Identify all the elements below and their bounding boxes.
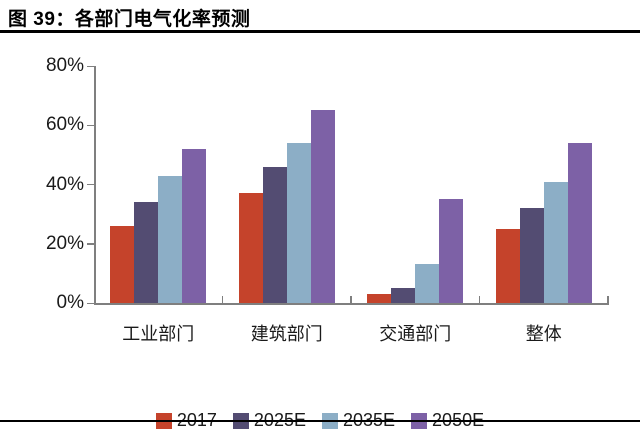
y-axis-tick [87, 124, 94, 127]
y-axis-tick [87, 302, 94, 304]
category-label: 整体 [525, 324, 562, 344]
bar-2025E-建筑部门 [262, 166, 287, 303]
y-axis-line [94, 66, 96, 304]
bar-2017-工业部门 [110, 225, 135, 303]
bar-2025E-整体 [519, 208, 544, 303]
y-axis-label: 20% [45, 232, 84, 254]
bar-2050E-工业部门 [182, 148, 207, 303]
x-axis-tick [221, 295, 224, 304]
y-axis-tick [87, 65, 94, 67]
bar-2017-交通部门 [367, 294, 392, 303]
category-label: 交通部门 [379, 324, 452, 344]
title-underline [0, 30, 640, 33]
bar-2017-建筑部门 [238, 193, 263, 303]
bar-chart: 0% 20% 40% 60% 80% 工业部门 建筑部门 交通部门 整体 2017 2025E 20… [0, 33, 640, 429]
bar-2017-整体 [495, 228, 520, 303]
legend-label: 2025E [253, 410, 306, 429]
bar-2050E-整体 [567, 143, 592, 303]
bar-2035E-建筑部门 [286, 143, 311, 303]
y-axis-label: 60% [45, 114, 84, 136]
y-axis-tick [87, 243, 94, 245]
bar-2025E-工业部门 [134, 202, 159, 303]
bottom-divider [0, 420, 640, 422]
legend-label: 2050E [432, 410, 485, 429]
y-axis-tick [87, 184, 94, 186]
category-label: 工业部门 [122, 324, 195, 344]
legend-label: 2035E [342, 410, 396, 429]
chart-legend: 2017 2025E 2035E 2050E [0, 410, 640, 429]
bar-2035E-整体 [543, 181, 568, 303]
y-axis-label: 80% [45, 55, 84, 76]
bar-2035E-交通部门 [415, 264, 440, 303]
figure-title: 图 39：各部门电气化率预测 [8, 9, 251, 30]
x-axis-tick [350, 295, 352, 304]
bar-2025E-交通部门 [391, 288, 416, 303]
legend-label: 2017 [176, 410, 217, 429]
y-axis-label: 40% [45, 173, 84, 195]
category-label: 建筑部门 [250, 324, 323, 344]
x-axis-line [94, 303, 609, 305]
y-axis-label: 0% [56, 292, 84, 313]
bar-2035E-工业部门 [158, 175, 183, 303]
x-axis-tick [607, 295, 609, 304]
bar-2050E-交通部门 [439, 199, 464, 303]
x-axis-tick [478, 295, 481, 304]
bar-2050E-建筑部门 [310, 110, 335, 303]
